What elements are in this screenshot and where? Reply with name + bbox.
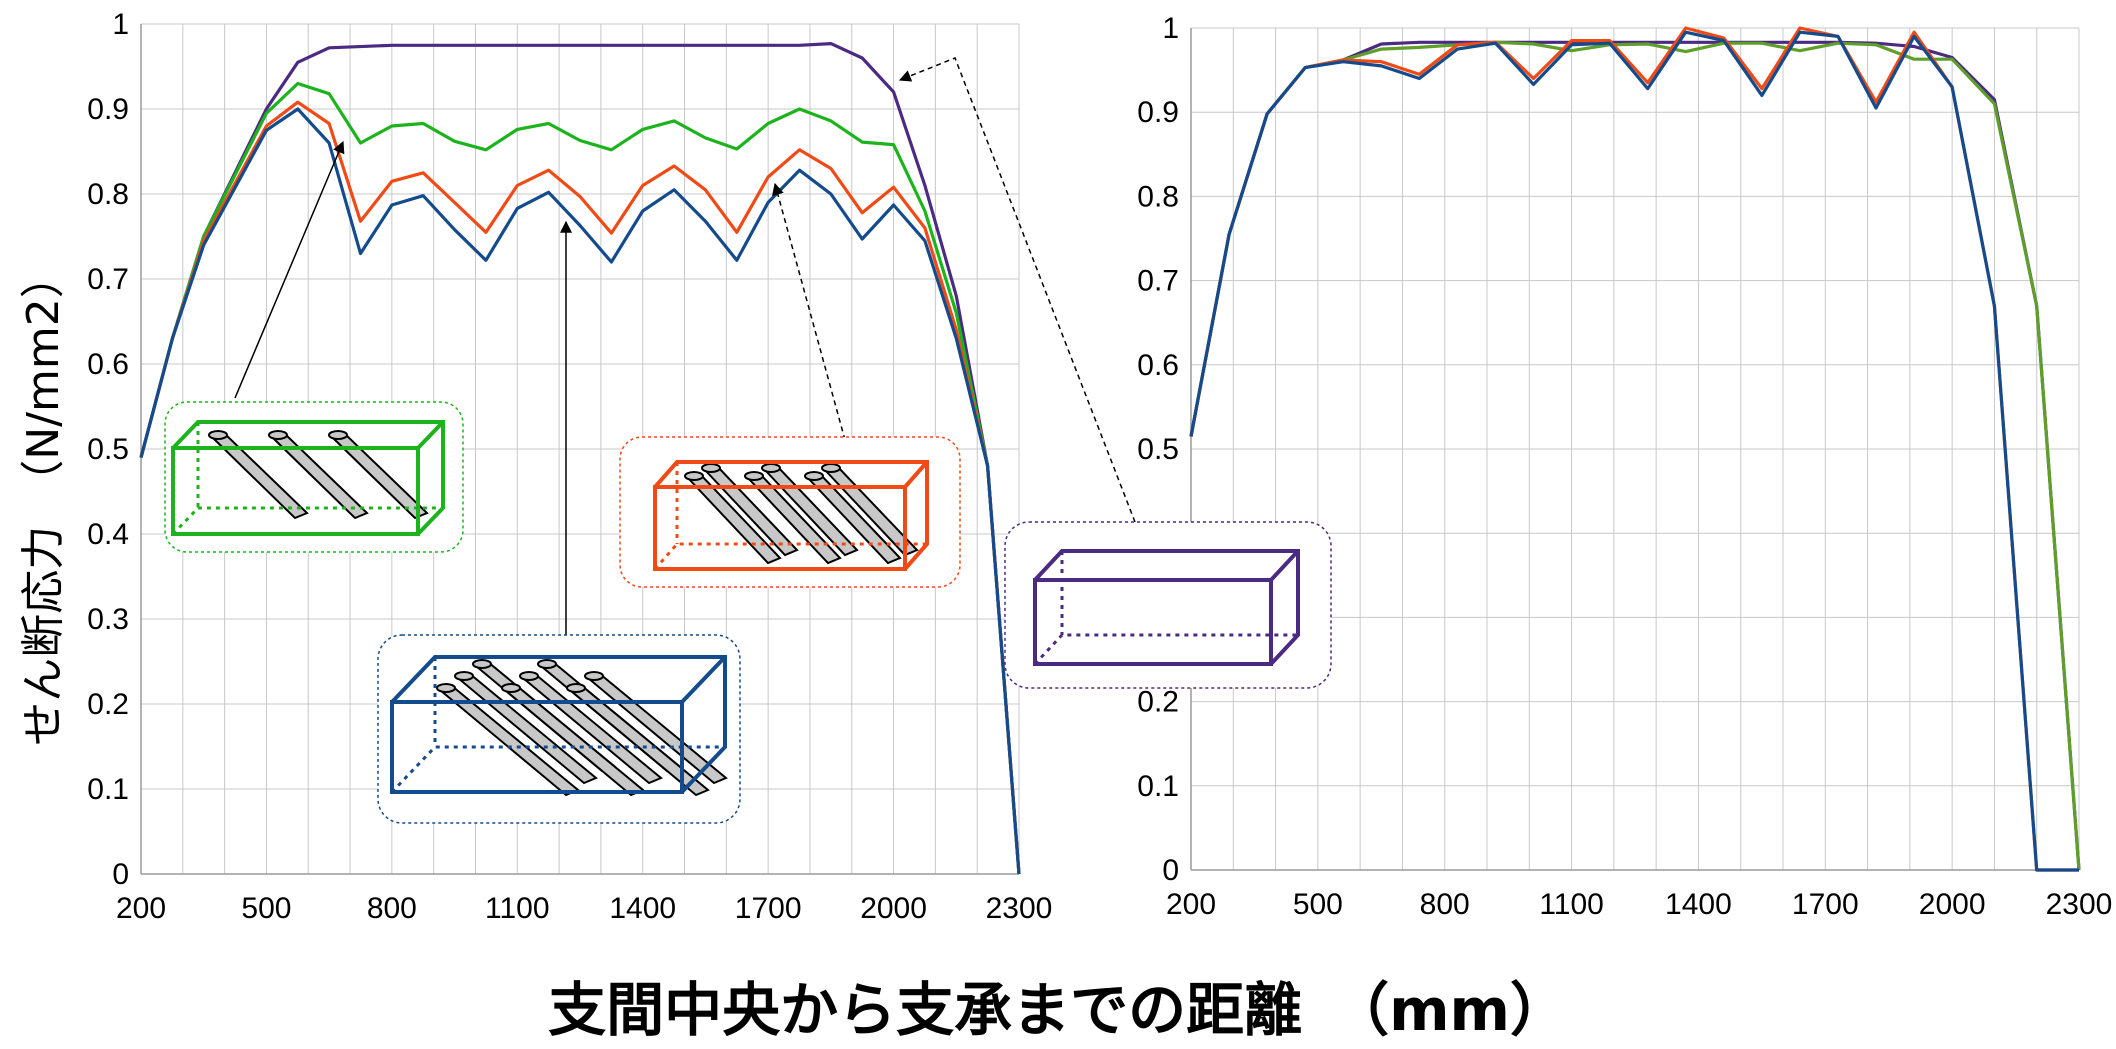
series-line-3 [1189, 30, 2079, 872]
x-tick-label: 500 [1293, 888, 1343, 921]
x-tick-label: 1700 [735, 892, 802, 925]
y-tick-label: 0.1 [87, 773, 129, 806]
right-series [1189, 26, 2081, 872]
arrow-purple [898, 57, 1136, 523]
y-tick-label: 1 [1162, 12, 1179, 45]
y-tick-label: 0.9 [87, 93, 129, 126]
x-tick-label: 2000 [860, 892, 927, 925]
x-tick-label: 500 [241, 892, 291, 925]
y-tick-label: 0.2 [1137, 686, 1179, 719]
pointer-arrows [234, 57, 1136, 635]
series-line-1 [139, 81, 1021, 875]
x-tick-label: 1700 [1792, 888, 1859, 921]
y-tick-label: 0.1 [1137, 770, 1179, 803]
x-tick-label: 800 [1420, 888, 1470, 921]
inset-orange-six-tubes [619, 436, 961, 588]
x-tick-label: 2300 [2046, 888, 2113, 921]
inset-purple-no-tubes [1004, 521, 1332, 689]
x-axis-label: 支間中央から支承までの距離 （mm） [548, 976, 1568, 1044]
inset-green-three-tubes [164, 401, 464, 553]
x-tick-label: 1100 [1539, 888, 1604, 921]
x-tick-label: 2300 [986, 892, 1053, 925]
box-outline-purple [1033, 549, 1300, 666]
y-tick-label: 0.3 [87, 603, 129, 636]
y-tick-label: 0.6 [87, 348, 129, 381]
y-tick-label: 0.9 [1137, 96, 1179, 129]
series-line-1 [1189, 40, 2081, 871]
y-tick-label: 0 [1162, 854, 1179, 887]
box-outline-orange [653, 460, 929, 571]
right-tick-labels: 00.10.20.30.40.50.60.70.80.9120050080011… [1137, 12, 2112, 921]
x-tick-label: 2000 [1919, 888, 1986, 921]
y-tick-label: 0.4 [87, 518, 129, 551]
series-line-3 [139, 107, 1021, 875]
box-outline-blue [390, 655, 727, 794]
y-tick-label: 1 [112, 8, 129, 41]
series-line-0 [139, 41, 1021, 875]
x-tick-label: 1400 [609, 892, 676, 925]
tube-group-green [208, 430, 429, 520]
y-tick-label: 0.5 [1137, 433, 1179, 466]
y-tick-label: 0.2 [87, 688, 129, 721]
left-tick-labels: 0 0.1 0.2 0.3 0.4 0.5 0.6 0.7 0.8 0.9 1 200 500 800 11… [87, 8, 1052, 925]
series-line-0 [1189, 40, 2081, 871]
y-tick-label: 0 [112, 858, 129, 891]
x-tick-label: 200 [116, 892, 166, 925]
x-tick-label: 1400 [1665, 888, 1732, 921]
series-line-2 [139, 100, 1021, 875]
left-series [139, 41, 1021, 875]
inset-blue-many-tubes [377, 634, 741, 824]
x-tick-label: 800 [367, 892, 417, 925]
arrow-green [234, 140, 345, 399]
y-tick-label: 0.7 [87, 263, 129, 296]
y-tick-label: 0.8 [87, 178, 129, 211]
y-tick-label: 0.8 [1137, 180, 1179, 213]
x-tick-label: 200 [1166, 888, 1216, 921]
y-tick-label: 0.5 [87, 433, 129, 466]
box-outline-green [171, 420, 445, 536]
right-grid [1190, 27, 2080, 871]
y-tick-label: 0.6 [1137, 349, 1179, 382]
y-axis-label: せん断応力 （N/mm2） [18, 254, 69, 745]
x-tick-label: 1100 [485, 892, 550, 925]
y-tick-label: 0.7 [1137, 265, 1179, 298]
right-chart: 00.10.20.30.40.50.60.70.80.9120050080011… [1137, 12, 2112, 921]
